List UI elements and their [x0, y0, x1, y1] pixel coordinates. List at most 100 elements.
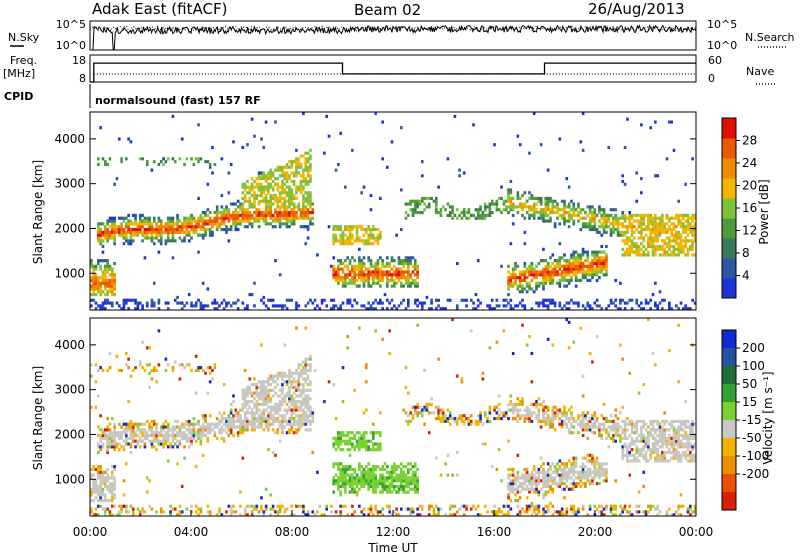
heatmap-cell [542, 507, 545, 511]
heatmap-cell [493, 307, 496, 311]
heatmap-cell [106, 219, 109, 223]
heatmap-cell [511, 222, 515, 226]
heatmap-cell [397, 278, 401, 283]
heatmap-cell [411, 479, 415, 483]
heatmap-cell [169, 504, 172, 508]
heatmap-cell [570, 276, 573, 280]
heatmap-cell [544, 473, 548, 477]
heatmap-cell [542, 273, 545, 277]
heatmap-cell [276, 394, 280, 398]
heatmap-cell [299, 414, 303, 418]
heatmap-cell [115, 301, 119, 305]
heatmap-cell [148, 363, 151, 367]
heatmap-cell [360, 225, 363, 229]
heatmap-cell [528, 408, 531, 412]
heatmap-cell [479, 205, 482, 209]
heatmap-cell [411, 507, 415, 511]
heatmap-cell [602, 211, 606, 215]
heatmap-cell [166, 216, 170, 220]
heatmap-cell [411, 264, 415, 268]
heatmap-cell [544, 470, 548, 474]
heatmap-cell [355, 267, 359, 271]
heatmap-cell [649, 219, 653, 223]
heatmap-cell [362, 476, 366, 480]
heatmap-cell [637, 247, 641, 251]
heatmap-cell [658, 244, 662, 249]
heatmap-cell [134, 307, 137, 311]
heatmap-cell [295, 171, 298, 175]
heatmap-cell [418, 301, 422, 305]
heatmap-cell [250, 117, 254, 121]
heatmap-cell [551, 253, 555, 257]
heatmap-cell [304, 165, 308, 169]
heatmap-cell [600, 256, 604, 260]
heatmap-cell [192, 425, 196, 429]
heatmap-cell [372, 433, 375, 438]
heatmap-cell [285, 185, 289, 189]
heatmap-cell [677, 307, 680, 311]
heatmap-cell [679, 239, 683, 243]
heatmap-cell [549, 419, 552, 423]
heatmap-cell [295, 148, 298, 152]
heatmap-cell [640, 222, 643, 226]
heatmap-cell [267, 298, 270, 302]
heatmap-cell [241, 431, 245, 435]
heatmap-cell [647, 236, 650, 240]
heatmap-cell [404, 276, 408, 280]
heatmap-cell [518, 400, 522, 404]
heatmap-cell [551, 414, 555, 418]
heatmap-cell [295, 326, 298, 330]
heatmap-cell [539, 487, 543, 491]
heatmap-cell [204, 230, 207, 234]
heatmap-cell [131, 439, 135, 443]
heatmap-cell [362, 484, 366, 489]
heatmap-cell [344, 239, 347, 243]
heatmap-cell [623, 182, 627, 186]
heatmap-cell [108, 284, 112, 288]
heatmap-cell [110, 487, 114, 491]
heatmap-cell [479, 216, 482, 220]
heatmap-cell [115, 442, 119, 446]
heatmap-cell [232, 400, 235, 404]
heatmap-cell [222, 211, 226, 215]
heatmap-cell [341, 267, 345, 271]
heatmap-cell [127, 227, 130, 232]
heatmap-cell [623, 219, 627, 223]
heatmap-cell [532, 465, 536, 469]
heatmap-cell [360, 259, 363, 263]
heatmap-cell [381, 261, 384, 266]
heatmap-cell [143, 445, 147, 449]
heatmap-cell [113, 227, 116, 232]
heatmap-cell [117, 137, 121, 141]
heatmap-cell [271, 171, 275, 175]
heatmap-cell [285, 419, 289, 423]
heatmap-cell [302, 366, 305, 370]
heatmap-cell [551, 211, 555, 215]
heatmap-cell [178, 157, 182, 161]
heatmap-cell [274, 194, 277, 198]
heatmap-cell [413, 281, 417, 285]
heatmap-cell [388, 278, 391, 283]
heatmap-cell [197, 428, 200, 432]
heatmap-cell [306, 363, 310, 367]
heatmap-cell [551, 301, 555, 305]
heatmap-cell [318, 504, 322, 508]
heatmap-cell [190, 213, 193, 217]
heatmap-cell [117, 436, 121, 440]
heatmap-cell [124, 462, 128, 466]
heatmap-cell [295, 211, 298, 215]
radar-title: Adak East (fitACF) [92, 0, 227, 18]
heatmap-cell [194, 510, 198, 514]
heatmap-cell [544, 490, 548, 494]
heatmap-cell [654, 216, 657, 220]
heatmap-cell [90, 499, 93, 503]
heatmap-cell [113, 233, 116, 237]
heatmap-cell [416, 484, 419, 489]
heatmap-cell [525, 496, 529, 500]
heatmap-cell [567, 259, 571, 263]
heatmap-cell [642, 213, 646, 217]
heatmap-cell [605, 219, 608, 223]
heatmap-cell [295, 371, 298, 375]
heatmap-cell [253, 281, 256, 285]
heatmap-cell [316, 510, 319, 514]
